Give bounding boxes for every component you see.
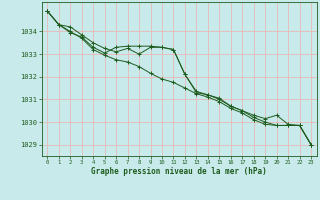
- X-axis label: Graphe pression niveau de la mer (hPa): Graphe pression niveau de la mer (hPa): [91, 167, 267, 176]
